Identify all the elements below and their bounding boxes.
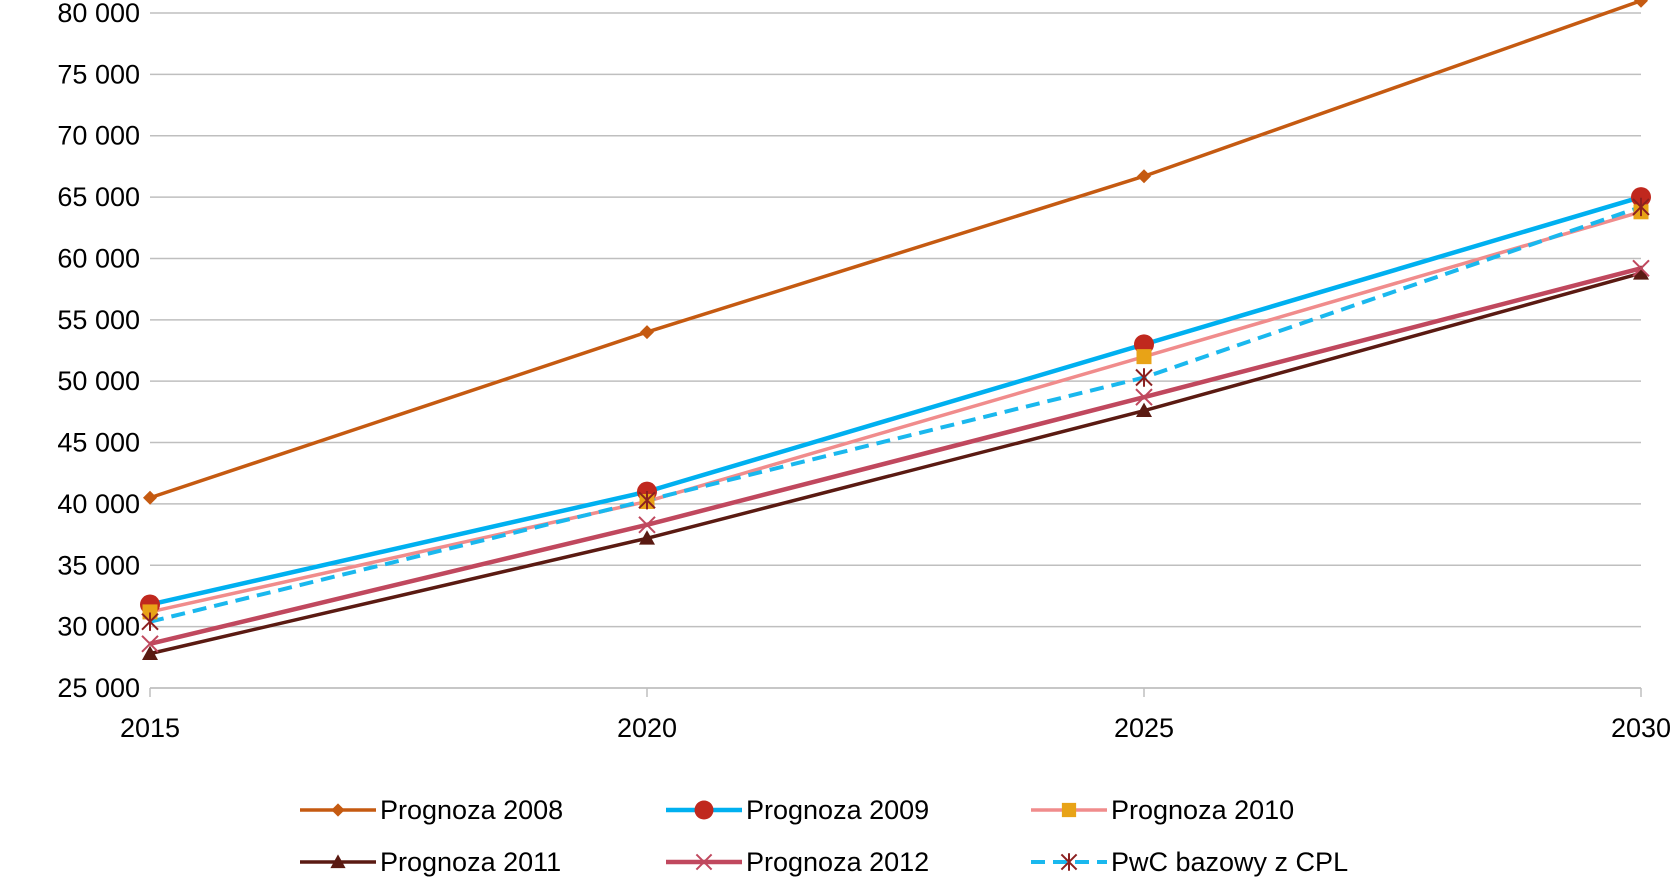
x-tick-label: 2025: [1114, 713, 1174, 743]
x-axis-tick-labels: 2015 2020 2025 2030: [120, 713, 1671, 743]
legend-label: Prognoza 2010: [1111, 795, 1294, 825]
gridlines: [150, 12, 1641, 689]
y-tick-label: 70 000: [57, 121, 140, 151]
legend-swatch-marker: [694, 800, 714, 820]
legend-swatch-marker: [331, 803, 345, 817]
legend: Prognoza 2008 Prognoza 2009 Prognoza 2010 P…: [300, 795, 1348, 877]
data-point-prognoza-2008: [143, 490, 157, 505]
data-point-prognoza-2011: [142, 645, 158, 661]
y-axis-tick-labels: 25 000 30 000 35 000 40 000 45 000 50 000 55 0…: [57, 0, 140, 703]
y-tick-label: 80 000: [57, 0, 140, 28]
data-point-prognoza-2010: [142, 604, 158, 620]
data-point-prognoza-2012: [638, 516, 656, 534]
y-tick-label: 35 000: [57, 550, 140, 580]
y-tick-label: 40 000: [57, 489, 140, 519]
legend-item-prognoza-2011: Prognoza 2011: [300, 847, 561, 877]
legend-item-prognoza-2010: Prognoza 2010: [1031, 795, 1294, 825]
legend-item-prognoza-2008: Prognoza 2008: [300, 795, 563, 825]
legend-label: PwC bazowy z CPL: [1111, 847, 1348, 877]
series-line-prognoza-2010: [149, 210, 1642, 614]
data-point-pwc-bazowy-z-cpl: [1135, 368, 1153, 387]
legend-item-prognoza-2009: Prognoza 2009: [666, 795, 929, 825]
data-point-pwc-bazowy-z-cpl: [141, 612, 159, 631]
legend-swatch-marker: [695, 853, 713, 871]
data-point-pwc-bazowy-z-cpl: [1632, 197, 1650, 217]
y-tick-label: 25 000: [57, 673, 140, 703]
data-point-prognoza-2012: [1632, 259, 1650, 277]
data-point-prognoza-2010: [1136, 349, 1152, 365]
legend-label: Prognoza 2009: [746, 795, 929, 825]
data-point-prognoza-2011: [1633, 265, 1649, 280]
series-line-prognoza-2012: [149, 266, 1642, 647]
y-tick-label: 50 000: [57, 366, 140, 396]
legend-swatch-marker: [330, 854, 346, 869]
y-tick-label: 30 000: [57, 612, 140, 642]
y-tick-label: 45 000: [57, 428, 140, 458]
y-tick-label: 65 000: [57, 182, 140, 212]
y-tick-label: 60 000: [57, 243, 140, 273]
data-point-prognoza-2008: [640, 325, 654, 340]
series-line-prognoza-2009: [149, 194, 1642, 607]
series-line-prognoza-2011: [149, 271, 1642, 656]
legend-item-pwc-bazowy-z-cpl: PwC bazowy z CPL: [1031, 847, 1348, 877]
series-line-prognoza-2008: [149, 0, 1642, 500]
data-point-prognoza-2011: [639, 530, 655, 545]
data-point-prognoza-2012: [1135, 388, 1153, 406]
legend-label: Prognoza 2011: [380, 847, 561, 877]
data-point-pwc-bazowy-z-cpl: [638, 491, 656, 510]
series-lines: [149, 0, 1642, 656]
data-point-prognoza-2012: [141, 635, 159, 653]
series-markers: [140, 0, 1651, 661]
y-tick-label: 75 000: [57, 59, 140, 89]
series-line-pwc-bazowy-z-cpl: [149, 205, 1642, 624]
x-tick-label: 2020: [617, 713, 677, 743]
data-point-prognoza-2008: [1634, 0, 1648, 8]
legend-item-prognoza-2012: Prognoza 2012: [666, 847, 929, 877]
legend-label: Prognoza 2008: [380, 795, 563, 825]
x-axis: [149, 687, 1642, 697]
legend-swatch-marker: [1061, 802, 1077, 818]
x-tick-label: 2030: [1611, 713, 1671, 743]
y-tick-label: 55 000: [57, 305, 140, 335]
x-tick-label: 2015: [120, 713, 180, 743]
data-point-prognoza-2011: [1136, 402, 1152, 418]
legend-label: Prognoza 2012: [746, 847, 929, 877]
data-point-prognoza-2008: [1137, 169, 1151, 184]
legend-swatch-marker: [1060, 853, 1078, 871]
